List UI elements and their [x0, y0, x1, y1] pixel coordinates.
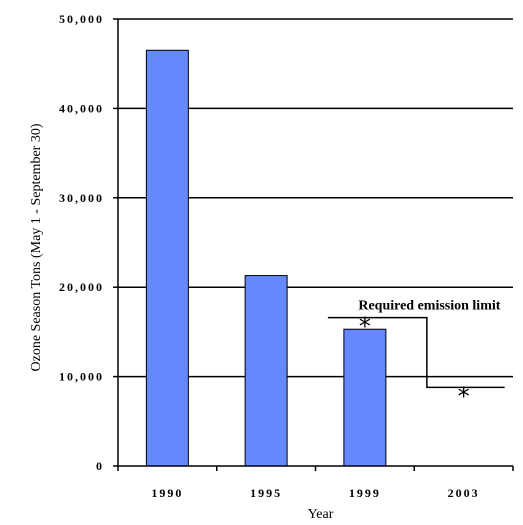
y-tick-label: 50,000 [59, 12, 104, 26]
x-tick-label: 1990 [151, 486, 183, 500]
bars [145, 49, 387, 467]
bar-1995 [244, 275, 288, 467]
limit-marker: * [359, 313, 371, 341]
x-tick-labels: 1990 1995 1999 2003 [151, 486, 480, 500]
axes [113, 18, 514, 471]
y-axis-title: Ozone Season Tons (May 1 - September 30) [29, 123, 44, 371]
y-tick-label: 10,000 [59, 370, 104, 384]
limit-marker: * [458, 382, 470, 410]
x-tick-label: 2003 [448, 486, 480, 500]
limit-step-line [327, 316, 505, 389]
y-tick-label: 0 [96, 459, 104, 473]
limit-label: Required emission limit [358, 299, 500, 314]
y-tick-labels: 0 10,000 20,000 30,000 40,000 50,000 [59, 12, 104, 473]
y-tick-label: 20,000 [59, 280, 104, 294]
limit-annotation: ** [327, 313, 505, 410]
y-tick-label: 30,000 [59, 191, 104, 205]
y-tick-label: 40,000 [59, 101, 104, 115]
x-tick-label: 1999 [349, 486, 381, 500]
bar-1999 [343, 328, 387, 467]
x-tick-label: 1995 [250, 486, 282, 500]
x-axis-title: Year [308, 507, 334, 522]
bar-1990 [145, 49, 189, 467]
